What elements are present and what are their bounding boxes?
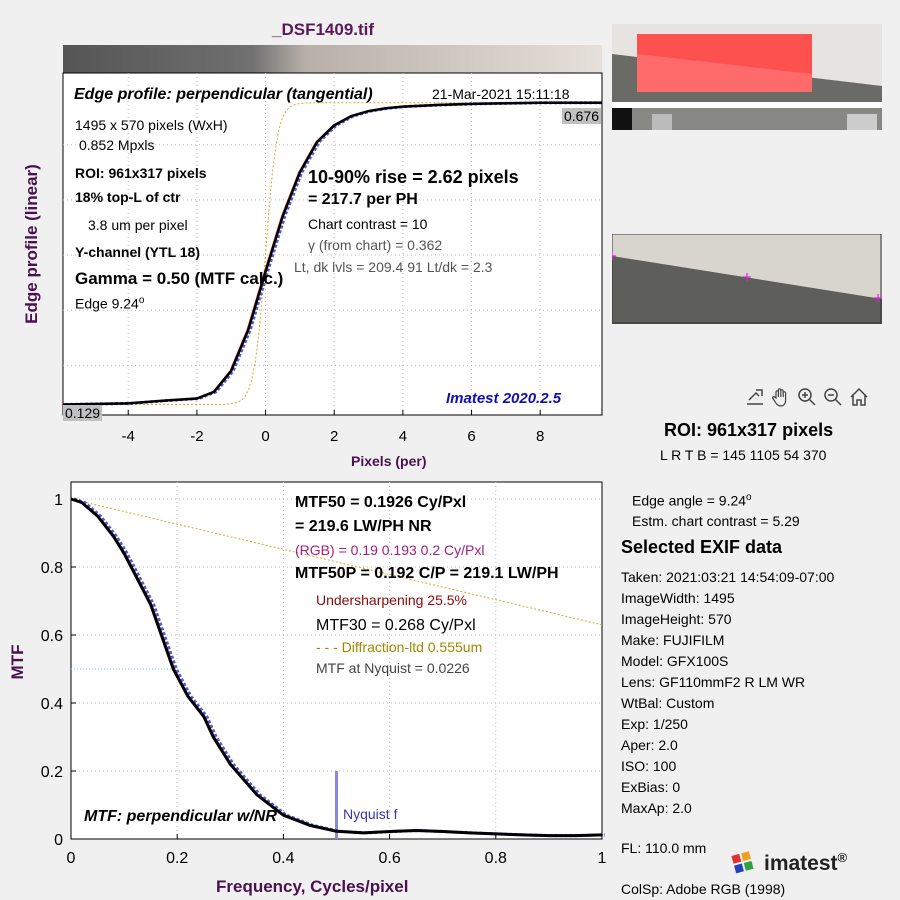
exif-make: Make: FUJIFILM	[621, 632, 725, 648]
imatest-logo: imatest ®	[728, 850, 847, 878]
top-x-axis-label: Pixels (per)	[351, 453, 427, 469]
edge-angle-value: Edge angle = 9.24	[632, 492, 747, 509]
low-value-label: 0.129	[63, 405, 103, 421]
high-value-label: 0.676	[562, 108, 602, 124]
exif-colorspace: ColSp: Adobe RGB (1998)	[621, 881, 786, 897]
export-icon[interactable]	[744, 386, 766, 408]
imatest-logo-text: imatest	[764, 852, 838, 875]
imatest-logo-mark	[731, 851, 754, 874]
bottom-x-tick-label: 0.4	[272, 850, 294, 867]
rise-line-2: = 217.7 per PH	[308, 191, 418, 208]
diffraction-edge-line	[63, 102, 602, 405]
gamma-from-chart-text: γ (from chart) = 0.362	[308, 237, 443, 253]
estimated-contrast-text: Estm. chart contrast = 5.29	[632, 513, 800, 529]
nyquist-mtf-line: MTF at Nyquist = 0.0226	[316, 660, 470, 676]
exif-title: Selected EXIF data	[621, 537, 783, 557]
top-x-tick-label: -4	[122, 428, 135, 445]
mtf-blue-dotted-line	[73, 497, 606, 838]
roi-bounds-text: L R T B = 145 1105 54 370	[660, 447, 827, 463]
diffraction-mtf-line	[70, 498, 603, 626]
mpxls-note: 0.852 Mpxls	[79, 137, 155, 153]
bottom-y-tick-label: 0.6	[41, 628, 63, 645]
top-x-tick-label: 2	[330, 428, 338, 445]
edge-angle-note: Edge 9.24o	[75, 295, 144, 312]
imatest-registered-mark: ®	[837, 849, 848, 865]
bottom-y-axis-label: MTF	[8, 644, 27, 680]
mtf-plot-label: MTF: perpendicular w/NR	[84, 808, 277, 825]
edge-angle-text: Edge angle = 9.24o	[632, 492, 752, 509]
mtf-chart: 0 0.2 0.4 0.6 0.8 1 0 0.2 0.4 0.6 0.8 1	[41, 481, 607, 867]
mtf50-line-1: MTF50 = 0.1926 Cy/Pxl	[295, 494, 467, 511]
edge-angle-text: Edge 9.24	[75, 295, 139, 312]
exif-height: ImageHeight: 570	[621, 611, 732, 627]
exif-list: Taken: 2021:03:21 14:54:09-07:00 ImageWi…	[621, 567, 834, 819]
edge-profile-line	[62, 101, 602, 406]
image-size-note: 1495 x 570 pixels (WxH)	[75, 117, 228, 133]
top-x-tick-label: 0	[261, 428, 269, 445]
exif-aperture: Aper: 2.0	[621, 737, 678, 753]
version-text: Imatest 2020.2.5	[446, 390, 562, 407]
exif-wtbal: WtBal: Custom	[621, 695, 715, 711]
position-note: 18% top-L of ctr	[75, 189, 181, 205]
bottom-y-tick-label: 0.8	[41, 560, 63, 577]
roi-note: ROI: 961x317 pixels	[75, 165, 207, 181]
pixel-size-note: 3.8 um per pixel	[88, 217, 188, 233]
plot-toolbar	[744, 386, 870, 408]
bottom-y-tick-label: 1	[54, 492, 63, 509]
zoom-out-icon[interactable]	[822, 386, 844, 408]
mtf-line	[70, 497, 603, 838]
gamma-note: Gamma = 0.50 (MTF calc.)	[75, 269, 284, 288]
top-y-axis-label: Edge profile (linear)	[22, 164, 41, 324]
exif-taken: Taken: 2021:03:21 14:54:09-07:00	[621, 569, 835, 585]
exif-focal-length: FL: 110.0 mm	[621, 840, 707, 856]
bottom-x-tick-label: 0.8	[485, 850, 507, 867]
levels-text: Lt, dk lvls = 209.4 91 Lt/dk = 2.3	[294, 259, 493, 275]
edge-image-strip	[63, 45, 602, 73]
bottom-x-axis-label: Frequency, Cycles/pixel	[216, 877, 409, 896]
top-plot-timestamp: 21-Mar-2021 15:11:18	[432, 86, 570, 102]
exif-width: ImageWidth: 1495	[621, 590, 735, 606]
nyquist-label: Nyquist f	[343, 806, 398, 822]
exif-maxap: MaxAp: 2.0	[621, 800, 692, 816]
file-title: _DSF1409.tif	[272, 20, 375, 39]
bottom-x-tick-label: 0	[67, 850, 76, 867]
top-x-tick-label: 4	[399, 428, 407, 445]
edge-profile-chart: -4 -2 0 2 4 6 8	[61, 45, 604, 445]
roi-size-text: ROI: 961x317 pixels	[664, 420, 834, 440]
mtf50-line-2: = 219.6 LW/PH NR	[295, 518, 432, 535]
home-icon[interactable]	[848, 386, 870, 408]
diffraction-line: - - - Diffraction-ltd 0.555um	[316, 639, 483, 655]
degree-mark: o	[746, 492, 752, 503]
edge-marker-left	[612, 252, 616, 260]
pan-hand-icon[interactable]	[770, 386, 792, 408]
undersharpening-line: Undersharpening 25.5%	[316, 592, 467, 608]
top-plot-title: Edge profile: perpendicular (tangential)	[74, 86, 373, 103]
mtf50p-line: MTF50P = 0.192 C/P = 219.1 LW/PH	[295, 565, 559, 582]
top-x-tick-label: 8	[536, 428, 544, 445]
top-x-tick-label: 6	[467, 428, 475, 445]
roi-thumbnail	[612, 24, 882, 130]
edge-thumbnail	[612, 234, 882, 324]
degree-mark: o	[138, 295, 145, 306]
rgb-mtf-line: (RGB) = 0.19 0.193 0.2 Cy/Pxl	[295, 542, 485, 558]
zoom-in-icon[interactable]	[796, 386, 818, 408]
exif-model: Model: GFX100S	[621, 653, 729, 669]
bottom-y-tick-label: 0.4	[41, 696, 63, 713]
bottom-y-tick-label: 0	[54, 832, 63, 849]
chart-contrast-text: Chart contrast = 10	[308, 216, 428, 232]
channel-note: Y-channel (YTL 18)	[75, 244, 200, 260]
exif-exposure: Exp: 1/250	[621, 716, 688, 732]
rise-line-1: 10-90% rise = 2.62 pixels	[308, 167, 519, 187]
edge-marker-right	[874, 294, 882, 302]
bottom-x-tick-label: 0.2	[166, 850, 188, 867]
bottom-y-tick-label: 0.2	[41, 764, 63, 781]
edge-marker-center	[743, 273, 751, 281]
mtf30-line: MTF30 = 0.268 Cy/Pxl	[316, 617, 476, 634]
exif-exbias: ExBias: 0	[621, 779, 681, 795]
exif-iso: ISO: 100	[621, 758, 677, 774]
bottom-x-tick-label: 0.6	[378, 850, 400, 867]
exif-lens: Lens: GF110mmF2 R LM WR	[621, 674, 806, 690]
bottom-x-tick-label: 1	[598, 850, 607, 867]
top-x-tick-label: -2	[190, 428, 203, 445]
